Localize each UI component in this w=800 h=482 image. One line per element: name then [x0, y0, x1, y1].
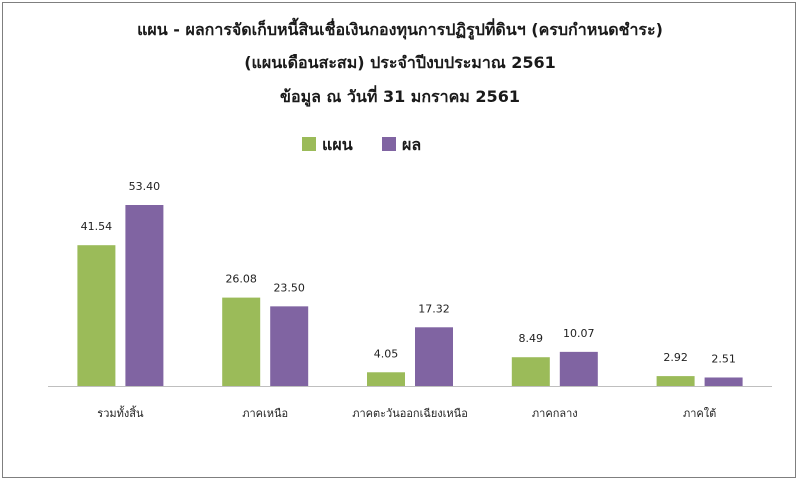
bar-1-3 — [559, 351, 598, 386]
legend-swatch-1 — [382, 137, 396, 151]
chart-title-line-1: แผน - ผลการจัดเก็บหนี้สินเชื่อเงินกองทุน… — [137, 20, 663, 39]
bar-1-1 — [270, 306, 309, 386]
chart-title-line-2: (แผนเดือนสะสม) ประจำปีงบประมาณ 2561 — [244, 53, 556, 72]
category-label-2: ภาคตะวันออกเฉียงเหนือ — [352, 407, 468, 420]
category-label-3: ภาคกลาง — [532, 407, 578, 420]
category-label-1: ภาคเหนือ — [242, 407, 288, 420]
data-label-0-3: 8.49 — [519, 332, 544, 345]
bar-0-1 — [222, 297, 261, 386]
data-label-1-4: 2.51 — [711, 352, 736, 365]
chart-title-line-3: ข้อมูล ณ วันที่ 31 มกราคม 2561 — [280, 87, 520, 106]
data-label-0-0: 41.54 — [81, 220, 113, 233]
legend-swatch-0 — [302, 137, 316, 151]
legend-label-1: ผล — [402, 135, 421, 154]
data-label-1-3: 10.07 — [563, 327, 595, 340]
data-label-1-2: 17.32 — [418, 302, 450, 315]
category-label-4: ภาคใต้ — [683, 407, 716, 420]
data-label-0-2: 4.05 — [374, 347, 399, 360]
legend-label-0: แผน — [322, 135, 353, 154]
bar-1-0 — [125, 205, 164, 386]
data-label-0-4: 2.92 — [663, 351, 688, 364]
data-label-1-0: 53.40 — [129, 180, 161, 193]
bar-0-0 — [77, 245, 116, 386]
bar-1-2 — [415, 327, 453, 386]
bar-1-4 — [704, 377, 743, 386]
bar-0-4 — [656, 376, 695, 386]
bar-0-2 — [367, 372, 405, 386]
data-label-1-1: 23.50 — [273, 281, 305, 294]
data-label-0-1: 26.08 — [225, 273, 257, 286]
category-label-0: รวมทั้งสิ้น — [97, 405, 144, 420]
bar-0-3 — [511, 357, 550, 386]
